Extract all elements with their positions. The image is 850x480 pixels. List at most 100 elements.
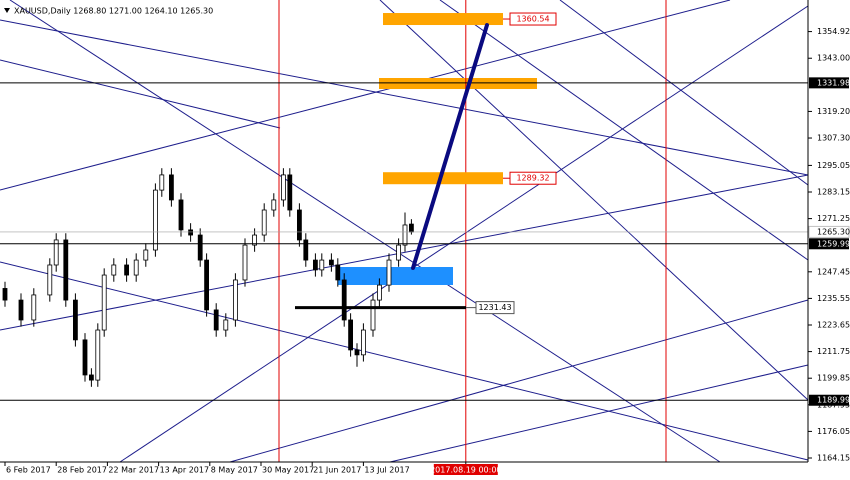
candle-body <box>168 174 174 201</box>
candle-body <box>287 174 293 211</box>
y-tick-label: 1295.05 <box>817 161 850 170</box>
x-tick-label: 8 May 2017 <box>211 466 258 475</box>
fan-line <box>9 0 721 463</box>
y-tick-label: 1199.85 <box>817 374 850 383</box>
candle-body <box>402 224 408 246</box>
candle-body <box>124 264 129 276</box>
axis-label: 1189.99 <box>817 396 850 405</box>
candle-body <box>143 249 149 261</box>
zone-box <box>379 78 537 89</box>
candle-body <box>386 259 392 286</box>
x-tick-label: 6 Feb 2017 <box>6 466 51 475</box>
fan-line <box>0 19 809 176</box>
candle-body <box>213 309 219 331</box>
candle-body <box>73 299 78 341</box>
fan-line <box>0 174 809 331</box>
candle-body <box>370 299 376 331</box>
candle-body <box>197 234 203 261</box>
candle-body <box>360 329 366 356</box>
x-tick-label: 22 Mar 2017 <box>108 466 159 475</box>
gann-fan <box>0 0 809 463</box>
target-box <box>383 13 503 26</box>
x-tick-highlight <box>433 464 498 475</box>
y-tick-label: 1211.75 <box>817 347 850 356</box>
axis-label-box <box>808 225 850 238</box>
candle-body <box>328 259 334 266</box>
fan-line <box>439 0 809 261</box>
fan-line <box>119 5 809 463</box>
candle-body <box>232 279 238 321</box>
level-label-box <box>509 12 557 26</box>
level-label: 1289.32 <box>516 174 549 183</box>
candle-body <box>303 239 309 261</box>
y-tick-label: 1354.92 <box>817 27 850 36</box>
menu-arrow[interactable] <box>4 8 10 13</box>
candle-body <box>396 244 402 261</box>
candle-body <box>223 319 229 331</box>
zone-box <box>338 267 453 285</box>
candle-body <box>252 234 258 246</box>
candle-body <box>408 223 414 233</box>
candle-body <box>261 209 267 236</box>
axis-label-box <box>809 238 849 250</box>
candle-body <box>296 209 302 241</box>
level-label-box <box>475 301 515 315</box>
candle-body <box>319 259 325 271</box>
candle-body <box>178 199 184 231</box>
candle-body <box>335 264 341 281</box>
y-tick-label: 1235.55 <box>817 294 850 303</box>
x-tick-label: 13 Jul 2017 <box>364 466 409 475</box>
chart-title: XAUUSD,Daily 1268.80 1271.00 1264.10 126… <box>14 7 213 16</box>
projection-arrow <box>411 23 489 270</box>
level-label: 1360.54 <box>516 15 549 24</box>
candle-body <box>312 259 318 271</box>
candle-body <box>376 284 382 301</box>
x-tick-label: 2017.08.19 00:00 <box>430 466 501 475</box>
y-tick-label: 1307.30 <box>817 134 850 143</box>
candle-body <box>341 279 347 321</box>
x-tick-label: 28 Feb 2017 <box>57 466 107 475</box>
candle-body <box>354 349 360 356</box>
y-tick-label: 1223.65 <box>817 321 850 330</box>
level-label: 1231.43 <box>478 303 511 312</box>
candle-body <box>348 319 354 351</box>
fan-line <box>0 59 281 129</box>
candle-body <box>2 288 8 301</box>
candle-body <box>89 374 94 381</box>
candle-body <box>111 264 117 276</box>
fan-line <box>0 0 731 191</box>
candle-body <box>271 199 277 211</box>
fan-line <box>229 299 809 463</box>
candle-body <box>95 329 101 381</box>
candle-body <box>242 244 248 281</box>
x-tick-label: 21 Jun 2017 <box>313 466 361 475</box>
marks: 1360.54 1289.32 1231.43 <box>0 0 808 462</box>
candle-body <box>101 274 107 331</box>
candle-body <box>18 299 24 321</box>
level-label-box <box>509 171 557 185</box>
candle-body <box>47 264 53 296</box>
candle-body <box>82 339 88 376</box>
candle-body <box>280 174 286 201</box>
candle-body <box>63 239 69 301</box>
target-box <box>383 172 503 185</box>
y-tick-label: 1343.00 <box>817 54 850 63</box>
candle-body <box>53 239 59 266</box>
y-tick-label: 1247.45 <box>817 267 850 276</box>
candle-body <box>204 259 210 311</box>
axis-label-box <box>809 394 849 406</box>
axis-label-box <box>809 77 849 89</box>
candle-body <box>188 229 194 236</box>
y-tick-label: 1164.15 <box>817 453 850 462</box>
y-tick-label: 1271.25 <box>817 214 850 223</box>
candle-body <box>31 294 37 321</box>
x-tick-label: 13 Apr 2017 <box>160 466 209 475</box>
axis-label: 1331.98 <box>817 78 850 87</box>
axis-label: 1259.99 <box>817 239 850 248</box>
x-tick-label: 30 May 2017 <box>262 466 314 475</box>
candle-body <box>133 259 139 276</box>
fan-line <box>0 261 809 461</box>
